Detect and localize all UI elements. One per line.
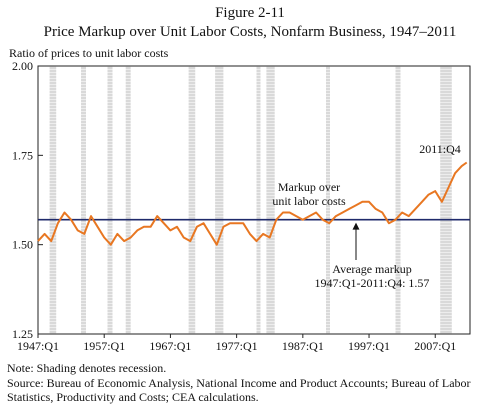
recession-bar <box>395 66 401 334</box>
recession-bar <box>256 66 261 334</box>
plot-frame <box>37 65 471 335</box>
x-tick-label: 1997:Q1 <box>348 339 390 353</box>
y-tick-label: 1.50 <box>12 238 33 252</box>
y-tick-label: 2.00 <box>12 59 33 73</box>
recession-bar <box>107 66 113 334</box>
y-axis-label: Ratio of prices to unit labor costs <box>9 46 169 60</box>
x-tick-label: 1957:Q1 <box>83 339 125 353</box>
endpoint-annotation: 2011:Q4 <box>419 142 461 156</box>
recession-bar <box>49 66 57 334</box>
recession-bar <box>326 66 330 334</box>
recession-bar <box>215 66 224 334</box>
recession-bar <box>440 66 452 334</box>
recession-bar <box>266 66 275 334</box>
x-tick-label: 1947:Q1 <box>17 339 59 353</box>
x-tick-label: 1987:Q1 <box>282 339 324 353</box>
y-tick-label: 1.75 <box>12 148 33 162</box>
x-tick-label: 2007:Q1 <box>414 339 456 353</box>
markup-annotation: Markup over <box>278 180 340 194</box>
chart-note: Note: Shading denotes recession. <box>7 361 167 375</box>
recession-bar <box>125 66 131 334</box>
average-arrow-head <box>352 222 360 230</box>
markup-series-line <box>37 161 468 246</box>
figure-number: Figure 2-11 <box>215 5 285 21</box>
chart-title: Price Markup over Unit Labor Costs, Nonf… <box>43 24 457 40</box>
x-tick-label: 1977:Q1 <box>216 339 258 353</box>
average-markup-label: 1947:Q1-2011:Q4: 1.57 <box>315 276 430 290</box>
chart-source: Source: Bureau of Economic Analysis, Nat… <box>7 376 471 404</box>
recession-bar <box>81 66 86 334</box>
average-markup-label: Average markup <box>332 262 411 276</box>
recession-bar <box>188 66 196 334</box>
markup-annotation: unit labor costs <box>272 194 346 208</box>
y-tick-label: 1.25 <box>12 327 33 341</box>
x-tick-label: 1967:Q1 <box>149 339 191 353</box>
